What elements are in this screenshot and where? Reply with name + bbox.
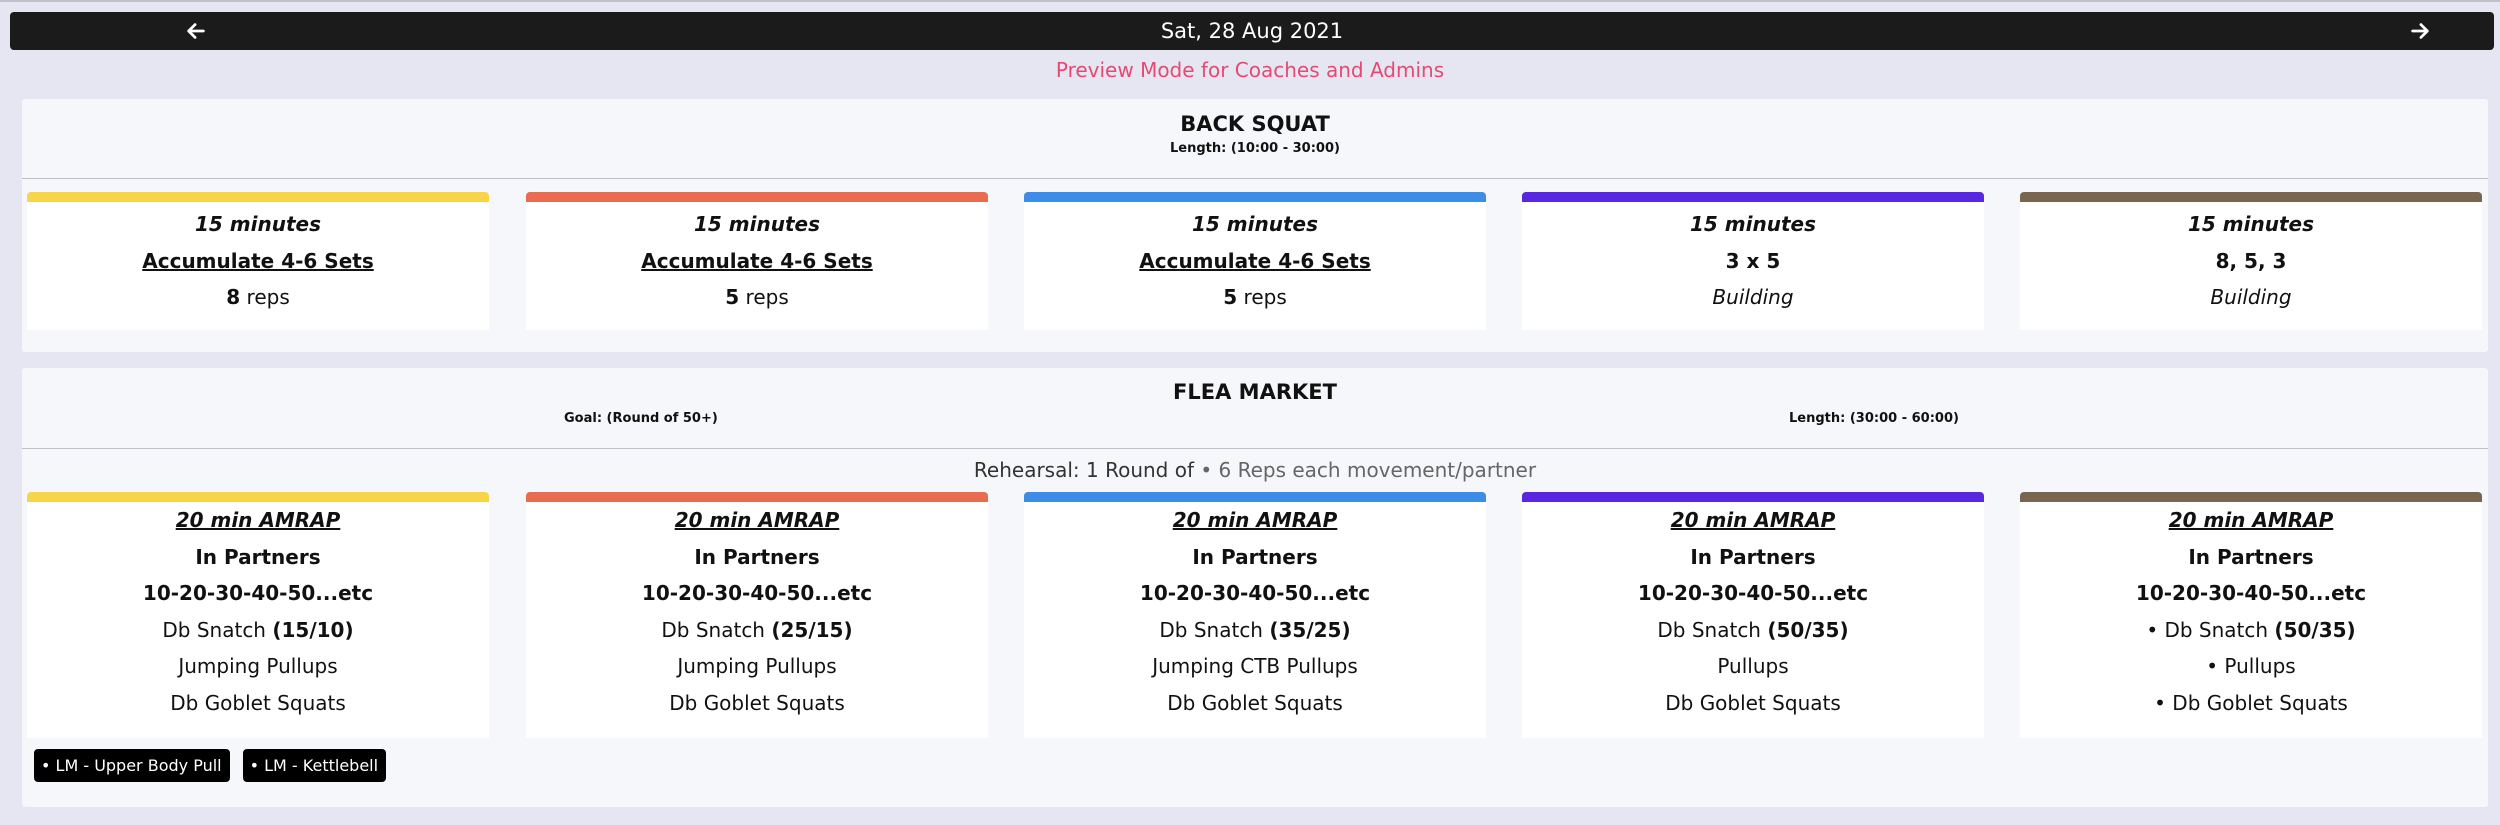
arrow-right-icon[interactable] xyxy=(2400,16,2440,46)
section-divider xyxy=(22,178,2488,179)
rehearsal-prefix: Rehearsal: 1 Round of xyxy=(973,458,1194,482)
card-ladder: 10-20-30-40-50...etc xyxy=(1637,581,1869,605)
card-reps: 5 reps xyxy=(1024,279,1486,316)
top-border xyxy=(0,0,2500,2)
workout-section-flea-market: FLEA MARKET Goal: (Round of 50+) Length:… xyxy=(22,368,2488,807)
card-time: 15 minutes xyxy=(2188,212,2314,236)
reps-number: 8 xyxy=(226,285,241,309)
movement-load: (50/35) xyxy=(1767,617,1849,642)
card-partners: In Partners xyxy=(195,544,321,569)
card-ladder: 10-20-30-40-50...etc xyxy=(2135,581,2367,605)
card-movement: Db Snatch (50/35) xyxy=(1522,612,1984,649)
card-format[interactable]: 20 min AMRAP xyxy=(175,508,341,532)
card-movement: • Pullups xyxy=(2206,654,2296,678)
card-time: 15 minutes xyxy=(1192,212,1318,236)
movement-name: Db Snatch xyxy=(162,617,266,642)
section-title: BACK SQUAT xyxy=(1180,112,1330,136)
level-card: 15 minutes Accumulate 4-6 Sets 5 reps xyxy=(1024,192,1486,330)
card-format[interactable]: 20 min AMRAP xyxy=(2168,508,2334,532)
movement-load: (35/25) xyxy=(1269,617,1351,642)
tag-upper-body-pull[interactable]: • LM - Upper Body Pull xyxy=(34,749,230,782)
tag-kettlebell[interactable]: • LM - Kettlebell xyxy=(242,749,387,782)
card-movement: Db Goblet Squats xyxy=(170,690,346,715)
card-movement: Db Snatch (15/10) xyxy=(27,612,489,649)
card-note: Building xyxy=(2210,285,2292,309)
card-movement: Db Goblet Squats xyxy=(669,690,845,715)
section-goal: Goal: (Round of 50+) xyxy=(564,411,718,426)
card-format[interactable]: 20 min AMRAP xyxy=(674,508,840,532)
card-scheme: 8, 5, 3 xyxy=(2215,248,2287,273)
card-ladder: 10-20-30-40-50...etc xyxy=(1139,581,1371,605)
card-time: 15 minutes xyxy=(195,212,321,236)
card-scheme[interactable]: Accumulate 4-6 Sets xyxy=(142,248,374,273)
card-movement: Pullups xyxy=(1717,654,1789,678)
rehearsal-note: Rehearsal: 1 Round of • 6 Reps each move… xyxy=(22,458,2488,482)
level-card: 20 min AMRAP In Partners 10-20-30-40-50.… xyxy=(526,492,988,738)
card-movement: Db Snatch (35/25) xyxy=(1024,612,1486,649)
tag-list: • LM - Upper Body Pull • LM - Kettlebell xyxy=(34,749,387,782)
card-partners: In Partners xyxy=(1192,544,1318,569)
level-card: 15 minutes 3 x 5 Building xyxy=(1522,192,1984,330)
card-movement: Db Goblet Squats xyxy=(1665,690,1841,715)
card-movement: Jumping CTB Pullups xyxy=(1152,654,1358,678)
section-length: Length: (30:00 - 60:00) xyxy=(1789,411,1959,426)
card-movement: Db Goblet Squats xyxy=(1167,690,1343,715)
workout-section-back-squat: BACK SQUAT Length: (10:00 - 30:00) 15 mi… xyxy=(22,99,2488,352)
rehearsal-detail: • 6 Reps each movement/partner xyxy=(1200,458,1537,482)
movement-name: Db Snatch xyxy=(661,617,765,642)
preview-mode-notice: Preview Mode for Coaches and Admins xyxy=(1055,58,1445,82)
level-card: 20 min AMRAP In Partners 10-20-30-40-50.… xyxy=(1522,492,1984,738)
date-navigation-bar: Sat, 28 Aug 2021 xyxy=(10,12,2494,50)
level-card: 15 minutes Accumulate 4-6 Sets 5 reps xyxy=(526,192,988,330)
card-movement: • Db Snatch (50/35) xyxy=(2020,612,2482,649)
card-movement: • Db Goblet Squats xyxy=(2154,690,2348,715)
level-card: 15 minutes Accumulate 4-6 Sets 8 reps xyxy=(27,192,489,330)
card-scheme[interactable]: Accumulate 4-6 Sets xyxy=(1139,248,1371,273)
movement-name: Db Snatch xyxy=(1657,617,1761,642)
arrow-left-icon[interactable] xyxy=(176,16,216,46)
reps-unit: reps xyxy=(246,285,290,309)
card-movement: Db Snatch (25/15) xyxy=(526,612,988,649)
movement-load: (25/15) xyxy=(771,617,853,642)
section-title: FLEA MARKET xyxy=(1173,380,1337,404)
card-scheme: 3 x 5 xyxy=(1725,248,1781,273)
level-card: 20 min AMRAP In Partners 10-20-30-40-50.… xyxy=(27,492,489,738)
card-reps: 8 reps xyxy=(27,279,489,316)
section-length: Length: (10:00 - 30:00) xyxy=(1170,141,1340,156)
card-ladder: 10-20-30-40-50...etc xyxy=(641,581,873,605)
movement-load: (15/10) xyxy=(272,617,354,642)
reps-number: 5 xyxy=(1223,285,1238,309)
current-date: Sat, 28 Aug 2021 xyxy=(1160,19,1344,43)
level-card: 20 min AMRAP In Partners 10-20-30-40-50.… xyxy=(1024,492,1486,738)
level-card: 20 min AMRAP In Partners 10-20-30-40-50.… xyxy=(2020,492,2482,738)
card-note: Building xyxy=(1712,285,1794,309)
card-time: 15 minutes xyxy=(694,212,820,236)
card-partners: In Partners xyxy=(1690,544,1816,569)
level-card: 15 minutes 8, 5, 3 Building xyxy=(2020,192,2482,330)
movement-load: (50/35) xyxy=(2274,617,2356,642)
card-scheme[interactable]: Accumulate 4-6 Sets xyxy=(641,248,873,273)
reps-unit: reps xyxy=(1243,285,1287,309)
movement-name: Db Snatch xyxy=(1159,617,1263,642)
card-partners: In Partners xyxy=(694,544,820,569)
card-movement: Jumping Pullups xyxy=(178,654,338,678)
reps-number: 5 xyxy=(725,285,740,309)
card-time: 15 minutes xyxy=(1690,212,1816,236)
card-movement: Jumping Pullups xyxy=(677,654,837,678)
reps-unit: reps xyxy=(745,285,789,309)
card-format[interactable]: 20 min AMRAP xyxy=(1670,508,1836,532)
card-reps: 5 reps xyxy=(526,279,988,316)
card-ladder: 10-20-30-40-50...etc xyxy=(142,581,374,605)
card-format[interactable]: 20 min AMRAP xyxy=(1172,508,1338,532)
card-partners: In Partners xyxy=(2188,544,2314,569)
movement-name: • Db Snatch xyxy=(2146,617,2269,642)
section-divider xyxy=(22,448,2488,449)
